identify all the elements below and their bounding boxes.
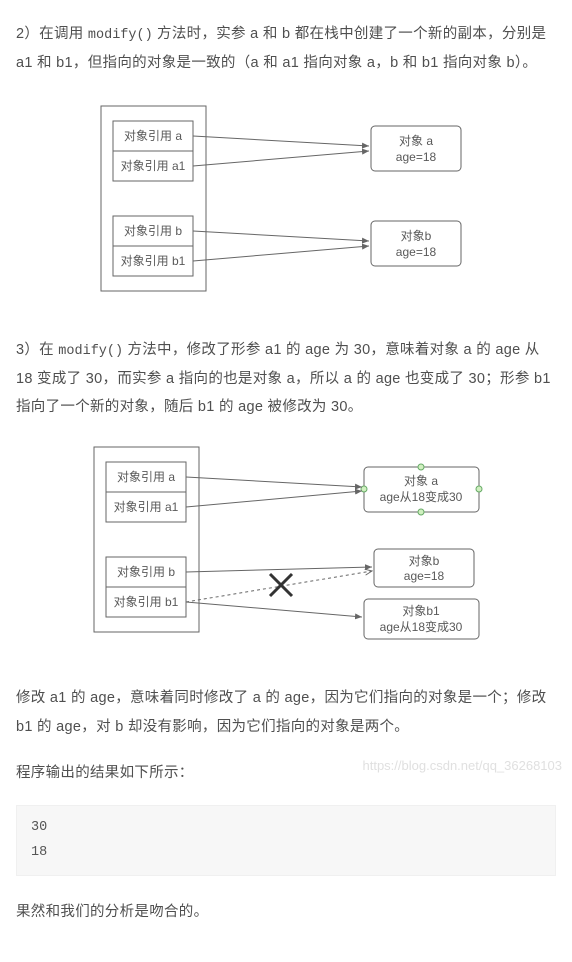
obj-b-l2: age=18 <box>396 245 437 259</box>
ref2-b1-label: 对象引用 b1 <box>113 595 178 609</box>
obj2-b1-l2: age从18变成30 <box>379 619 462 634</box>
paragraph-4: 修改 a1 的 age，意味着同时修改了 a 的 age，因为它们指向的对象是一… <box>16 684 556 741</box>
code-modify-2: modify() <box>58 344 123 359</box>
sel-handle-4 <box>418 509 424 515</box>
arrow-b1 <box>193 246 369 261</box>
ref2-b-label: 对象引用 b <box>116 565 174 579</box>
arrow2-a <box>186 477 362 487</box>
diagram-1: 对象引用 a 对象引用 a1 对象引用 b 对象引用 b1 对象 a age=1… <box>71 96 501 306</box>
obj2-b-l1: 对象b <box>408 554 439 568</box>
paragraph-5: 程序输出的结果如下所示： <box>16 759 556 787</box>
diagram-2: 对象引用 a 对象引用 a1 对象引用 b 对象引用 b1 对象 a age从1… <box>64 439 509 654</box>
arrow2-a1 <box>186 491 362 507</box>
ref-a-label: 对象引用 a <box>124 129 182 143</box>
obj2-b1-l1: 对象b1 <box>402 604 440 618</box>
text-2-prefix: 2）在调用 <box>16 26 88 42</box>
obj-a-l1: 对象 a <box>399 134 433 148</box>
arrow2-b <box>186 567 372 572</box>
sel-handle-2 <box>476 486 482 492</box>
arrow-a <box>193 136 369 146</box>
obj2-b-l2: age=18 <box>403 569 444 583</box>
obj-b-l1: 对象b <box>401 229 432 243</box>
arrow-b <box>193 231 369 241</box>
paragraph-6: 果然和我们的分析是吻合的。 <box>16 898 556 926</box>
text-3-prefix: 3）在 <box>16 342 58 358</box>
code-output: 30 18 <box>16 805 556 876</box>
obj-a-l2: age=18 <box>396 150 437 164</box>
ref2-a-label: 对象引用 a <box>116 470 174 484</box>
obj2-a-l2: age从18变成30 <box>379 489 462 504</box>
arrow-a1 <box>193 151 369 166</box>
obj-b-box <box>371 221 461 266</box>
obj2-a-l1: 对象 a <box>403 474 437 488</box>
code-modify-1: modify() <box>88 28 153 43</box>
paragraph-2: 2）在调用 modify() 方法时，实参 a 和 b 都在栈中创建了一个新的副… <box>16 20 556 78</box>
sel-handle-3 <box>418 464 424 470</box>
ref-b1-label: 对象引用 b1 <box>121 254 186 268</box>
ref2-a1-label: 对象引用 a1 <box>113 500 178 514</box>
obj-a-box <box>371 126 461 171</box>
paragraph-3: 3）在 modify() 方法中，修改了形参 a1 的 age 为 30，意味着… <box>16 336 556 422</box>
arrow2-b1-new <box>186 602 362 617</box>
ref-b-label: 对象引用 b <box>124 224 182 238</box>
ref-a1-label: 对象引用 a1 <box>121 159 186 173</box>
